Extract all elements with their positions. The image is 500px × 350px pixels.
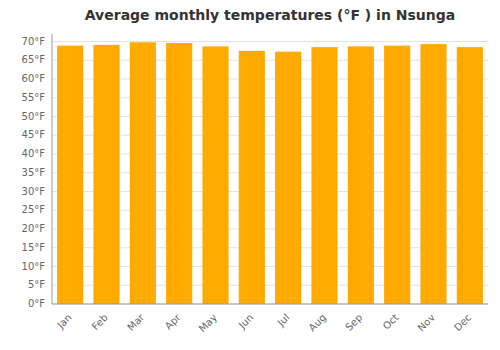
bar bbox=[93, 45, 119, 304]
bars bbox=[57, 42, 483, 304]
x-tick-label: Jul bbox=[275, 312, 292, 329]
y-tick-label: 20°F bbox=[22, 223, 46, 234]
y-tick-label: 40°F bbox=[22, 148, 46, 159]
x-tick-label: May bbox=[197, 312, 219, 334]
y-tick-label: 25°F bbox=[22, 204, 46, 215]
y-axis-line bbox=[52, 34, 53, 304]
bar bbox=[275, 52, 301, 304]
x-tick-label: Aug bbox=[306, 312, 328, 334]
grid bbox=[52, 42, 488, 305]
x-tick-label: Nov bbox=[415, 312, 437, 334]
y-tick-label: 65°F bbox=[22, 54, 46, 65]
x-tick-label: Jan bbox=[54, 312, 73, 331]
bar bbox=[311, 47, 337, 304]
x-axis-line bbox=[52, 304, 488, 305]
y-tick-label: 0°F bbox=[28, 298, 45, 309]
y-tick-label: 60°F bbox=[22, 73, 46, 84]
y-tick-label: 45°F bbox=[22, 129, 46, 140]
y-tick-label: 10°F bbox=[22, 261, 46, 272]
x-tick-label: Oct bbox=[381, 312, 401, 332]
y-tick-labels: 0°F 5°F 10°F 15°F 20°F 25°F 30°F 35°F 40°F 45°F 50… bbox=[22, 36, 46, 310]
x-tick-label: Dec bbox=[452, 312, 473, 333]
bar bbox=[57, 46, 83, 304]
bar bbox=[130, 42, 156, 304]
bar bbox=[384, 46, 410, 304]
grid-line bbox=[52, 304, 488, 305]
title: Average monthly temperatures (°F ) in Ns… bbox=[85, 7, 455, 23]
x-tick-label: Jun bbox=[236, 312, 256, 332]
x-tick-label: Sep bbox=[343, 312, 364, 333]
y-tick-label: 70°F bbox=[22, 36, 46, 47]
y-tick-label: 5°F bbox=[28, 279, 45, 290]
x-tick-label: Apr bbox=[163, 311, 184, 332]
y-tick-label: 55°F bbox=[22, 92, 46, 103]
y-tick-label: 30°F bbox=[22, 186, 46, 197]
bar bbox=[166, 43, 192, 304]
y-tick-label: 15°F bbox=[22, 242, 46, 253]
y-tick-label: 35°F bbox=[22, 167, 46, 178]
grid-line bbox=[52, 41, 488, 42]
bar bbox=[348, 46, 374, 304]
y-tick-label: 50°F bbox=[22, 111, 46, 122]
bar bbox=[457, 47, 483, 304]
x-tick-label: Mar bbox=[125, 311, 147, 333]
bar bbox=[202, 46, 228, 304]
x-tick-labels: Jan Feb Mar Apr May Jun Jul Aug Sep Oct Nov Dec bbox=[54, 311, 473, 334]
bar bbox=[239, 51, 265, 304]
chart-svg: 0°F 5°F 10°F 15°F 20°F 25°F 30°F 35°F 40°F 45°F 50… bbox=[0, 0, 500, 350]
chart-container: 0°F 5°F 10°F 15°F 20°F 25°F 30°F 35°F 40°F 45°F 50… bbox=[0, 0, 500, 350]
x-tick-label: Feb bbox=[90, 312, 110, 332]
bar bbox=[420, 44, 446, 304]
